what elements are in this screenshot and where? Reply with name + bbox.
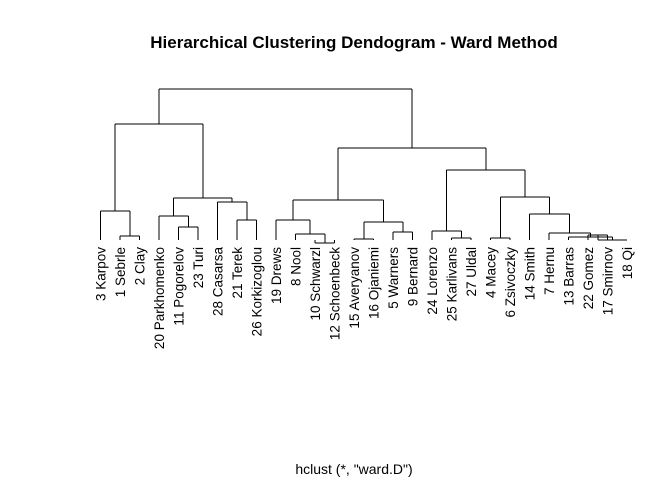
leaf-label: 6 Zsivoczky xyxy=(503,247,518,318)
dendrogram-links xyxy=(100,88,627,244)
leaf-label: 14 Smith xyxy=(523,247,538,300)
leaf-label: 25 Karlivans xyxy=(445,247,460,322)
chart-title: Hierarchical Clustering Dendogram - Ward… xyxy=(150,33,557,52)
leaf-label: 20 Parkhomenko xyxy=(152,247,167,349)
leaf-label: 3 Karpov xyxy=(94,247,109,301)
leaf-label: 5 Warners xyxy=(386,247,401,309)
leaf-label: 2 Clay xyxy=(133,247,148,286)
leaf-label: 21 Terek xyxy=(230,247,245,299)
leaf-label: 4 Macey xyxy=(484,247,499,298)
leaf-label: 8 Nool xyxy=(289,247,304,286)
leaf-label: 9 Bernard xyxy=(406,247,421,306)
leaf-label: 19 Drews xyxy=(269,247,284,304)
leaf-label: 24 Lorenzo xyxy=(425,247,440,315)
leaf-label: 7 Hernu xyxy=(542,247,557,295)
leaf-label: 12 Schoenbeck xyxy=(328,247,343,340)
leaf-label: 11 Pogorelov xyxy=(172,247,187,326)
leaf-label: 1 Sebrle xyxy=(113,247,128,297)
leaf-label: 26 Korkizoglou xyxy=(250,247,265,336)
leaf-labels: 3 Karpov 1 Sebrle 2 Clay 20 Parkhomenko 11 P… xyxy=(94,247,636,350)
method-subtitle: hclust (*, "ward.D") xyxy=(295,461,412,477)
leaf-label: 27 Uldal xyxy=(464,247,479,297)
leaf-label: 15 Averyanov xyxy=(347,247,362,329)
leaf-label: 16 Ojaniemi xyxy=(367,247,382,319)
leaf-label: 22 Gomez xyxy=(581,247,596,310)
leaf-label: 18 Qi xyxy=(620,247,635,279)
leaf-label: 28 Casarsa xyxy=(211,247,226,317)
leaf-label: 17 Smirnov xyxy=(601,247,616,316)
leaf-label: 10 Schwarzl xyxy=(308,247,323,321)
leaf-label: 23 Turi xyxy=(191,247,206,288)
leaf-label: 13 Barras xyxy=(562,247,577,306)
